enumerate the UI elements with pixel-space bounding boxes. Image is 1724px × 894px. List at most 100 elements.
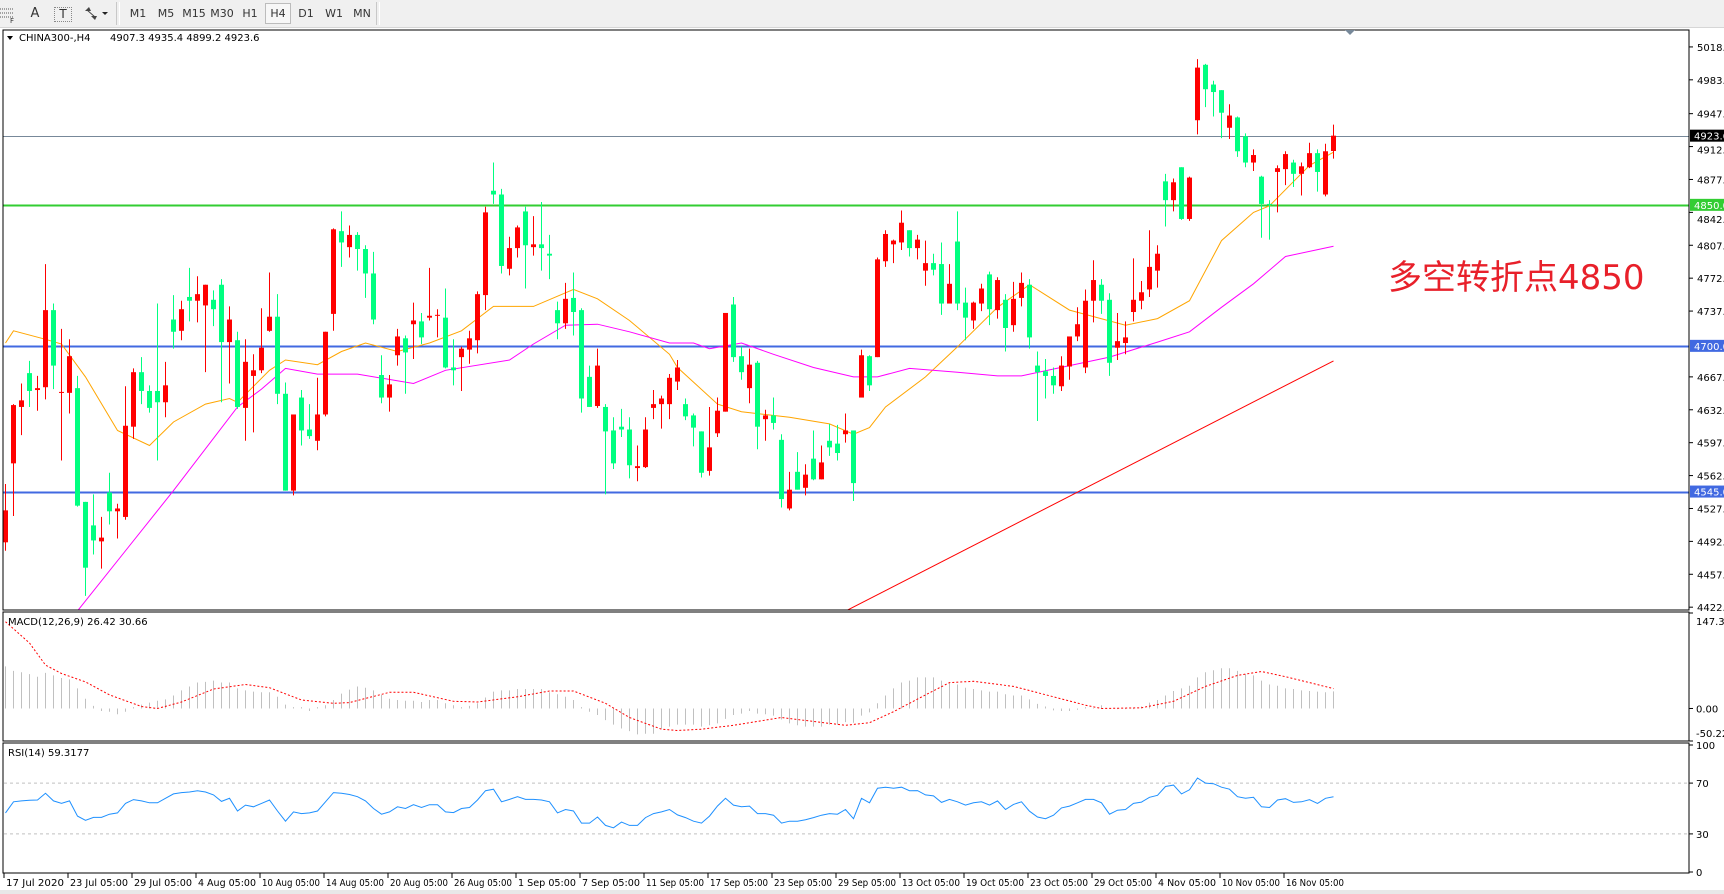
candle-body [1243, 136, 1248, 163]
candle [147, 385, 152, 413]
candle [715, 397, 720, 438]
candle-body [155, 390, 160, 403]
timeframe-h4[interactable]: H4 [265, 3, 291, 24]
candle [363, 245, 368, 298]
candle [747, 348, 752, 404]
candle [907, 230, 912, 257]
timeframe-m5[interactable]: M5 [157, 7, 175, 20]
candle [259, 308, 264, 374]
timeframe-d1[interactable]: D1 [298, 7, 314, 20]
candle [1035, 351, 1040, 422]
chart-shift-marker-icon[interactable] [1345, 30, 1355, 35]
candle [643, 417, 648, 469]
candle [1171, 178, 1176, 212]
macd-tick-label: -50.22 [1696, 729, 1724, 740]
candle [227, 306, 232, 384]
candle [483, 206, 488, 311]
arrows-icon[interactable] [82, 3, 110, 24]
candle-body [1307, 153, 1312, 168]
candle-body [683, 404, 688, 417]
candle-body [731, 304, 736, 358]
candle-body [627, 429, 632, 466]
text-icon[interactable]: A [30, 6, 40, 21]
price-tick-label: 4492.0 [1697, 537, 1724, 548]
candle-body [371, 273, 376, 320]
macd-panel-border [2, 611, 1690, 742]
timeframe-m30[interactable]: M30 [210, 7, 234, 20]
candle-body [819, 462, 824, 480]
candle [619, 408, 624, 438]
timeframe-w1[interactable]: W1 [325, 7, 343, 20]
candle [195, 276, 200, 323]
candle-body [395, 336, 400, 356]
timeframe-h1[interactable]: H1 [242, 7, 258, 20]
grid-icon-glyph: F [0, 8, 14, 25]
candle-body [963, 302, 968, 318]
pivot-annotation: 多空转折点4850 [1388, 258, 1645, 298]
candle-body [1251, 155, 1256, 163]
time-tick-label: 13 Oct 05:00 [902, 878, 960, 889]
candle [1299, 162, 1304, 196]
candle-body [259, 347, 264, 371]
candle-body [763, 415, 768, 420]
candle-body [187, 296, 192, 301]
price-panel [3, 59, 1689, 610]
candle-body [899, 222, 904, 243]
timeframe-mn[interactable]: MN [353, 7, 371, 20]
candle-body [1267, 203, 1272, 205]
timeframe-m15[interactable]: M15 [182, 7, 206, 20]
candle [779, 434, 784, 508]
candle-body [59, 391, 64, 393]
candle-body [1203, 64, 1208, 90]
candle [107, 472, 112, 525]
candle-body [219, 284, 224, 343]
timeframe-m1[interactable]: M1 [129, 7, 147, 20]
candle-body [75, 388, 80, 506]
candle-body [995, 280, 1000, 311]
text-label-icon[interactable]: T [54, 7, 72, 22]
price-tick-label: 4912.0 [1697, 146, 1724, 157]
candle [499, 188, 504, 274]
candle [963, 287, 968, 341]
candle-body [411, 320, 416, 325]
candle-body [147, 390, 152, 408]
candle [451, 339, 456, 386]
candle [995, 277, 1000, 319]
candle [827, 423, 832, 456]
candle [1235, 116, 1240, 157]
candle [3, 484, 8, 551]
candle [899, 210, 904, 250]
candle [1163, 173, 1168, 227]
candle-body [443, 317, 448, 368]
candle-body [1123, 337, 1128, 344]
candle-body [867, 356, 872, 386]
candle [579, 308, 584, 413]
candle [971, 301, 976, 329]
candle [371, 251, 376, 325]
candle [283, 382, 288, 491]
svg-text:F: F [10, 17, 14, 24]
candle [219, 279, 224, 403]
candle-body [835, 443, 840, 454]
candle-body [195, 294, 200, 301]
candle [811, 430, 816, 481]
collapse-triangle-icon[interactable] [7, 36, 13, 40]
candle [571, 272, 576, 336]
candle-body [1139, 292, 1144, 301]
candle [435, 309, 440, 338]
candle-body [179, 309, 184, 331]
candle [707, 406, 712, 476]
rsi-tick-label: 30 [1696, 830, 1709, 841]
candle [1203, 63, 1208, 108]
candle [99, 516, 104, 569]
rsi-tick-label: 70 [1696, 779, 1709, 790]
ohlc-readout: 4907.3 4935.4 4899.2 4923.6 [110, 33, 260, 44]
candle-body [1067, 336, 1072, 367]
candle-body [163, 385, 168, 403]
grid-icon[interactable]: F [0, 3, 16, 25]
candle-body [699, 431, 704, 473]
time-tick-label: 1 Sep 05:00 [518, 878, 576, 889]
candle [347, 225, 352, 258]
macd-tick-label: 0.00 [1696, 704, 1718, 715]
